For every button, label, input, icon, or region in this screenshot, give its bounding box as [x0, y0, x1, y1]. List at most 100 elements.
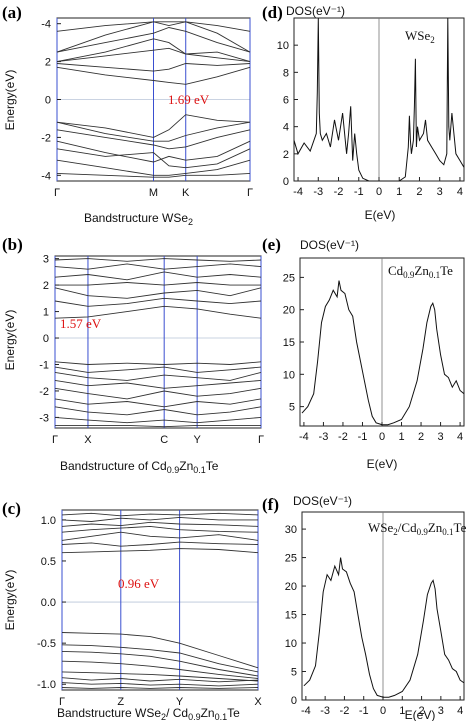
panel-d-xtick-label-6: 2 [416, 186, 422, 198]
panel-a-ytick-label-3: 2 [45, 57, 51, 69]
panel-f-xtick-label-0: -4 [301, 705, 311, 717]
panel-b-band-8 [55, 424, 261, 428]
panel-c-ylabel: Energy(eV) [3, 570, 17, 631]
panel-f-material-sub3: 0.1 [442, 527, 453, 537]
panel-e-xtick-label-7: 3 [438, 431, 444, 443]
panel-a-ytick-label-4: -4 [41, 19, 51, 31]
panel-b-gap-label: 1.57 eV [60, 316, 102, 331]
panel-c-ytick-label-0: -1.0 [37, 679, 56, 691]
panel-d-ytick-label-4: 8 [283, 67, 289, 79]
panel-c-band-10 [61, 531, 259, 541]
panel-c-band-13 [61, 516, 258, 522]
panel-b-ytick-label-1: -2 [39, 386, 49, 398]
panel-b-caption-tail: Te [206, 459, 219, 473]
panel-d-material-main: WSe [405, 28, 431, 43]
panel-b-band-6 [54, 406, 262, 416]
panel-a-caption: Bandstructure WSe2 [84, 211, 193, 227]
panel-a-kpoint-3: Γ [247, 187, 253, 199]
panel-f-material: WSe2/Cd0.9Zn0.1Te [368, 520, 467, 537]
panel-a: (a) Energy(eV) Γ M K Γ-4-202-4 1.69 eV Band… [2, 3, 253, 227]
panel-d-xlabel: E(eV) [365, 208, 396, 222]
panel-e-plot: -4 -3 -2 -1 0 1 2 3 4 5 10 15 20 25 [283, 258, 465, 443]
panel-c-caption-main: Bandstructure WSe [57, 706, 161, 720]
panel-c-kpoint-0: Γ [59, 696, 65, 708]
panel-b-caption-mid: Zn [179, 459, 193, 473]
panel-a-band-8 [56, 63, 251, 72]
panel-a-caption-sub: 2 [188, 217, 193, 227]
panel-e-dos-curve [301, 280, 465, 426]
panel-c-caption-mid: / Cd [166, 706, 188, 720]
panel-a-ytick-label-1: -2 [41, 132, 51, 144]
panel-e-xtick-label-3: -1 [358, 431, 368, 443]
panel-a-band-2 [56, 129, 251, 150]
panel-b-ytick-label-3: 0 [43, 333, 49, 345]
panel-c-caption-mid2: Zn [201, 706, 215, 720]
panel-b-band-2 [54, 371, 262, 381]
panel-b-kpoint-4: Γ [258, 434, 264, 446]
panel-b-band-4 [54, 387, 262, 400]
panel-c-band-0 [61, 632, 259, 669]
panel-a-kpoint-2: K [182, 187, 190, 199]
panel-c-band-5 [61, 677, 259, 683]
panel-c-ytick-label-2: 0.0 [41, 597, 56, 609]
panel-d-material-sub: 2 [430, 35, 435, 45]
panel-d-ytick-label-1: 2 [283, 149, 289, 161]
panel-f-material-sub: 2 [393, 527, 398, 537]
panel-c-band-3 [61, 660, 259, 679]
panel-a-band-9 [56, 47, 251, 63]
panel-b-band-3 [54, 379, 262, 389]
panel-f-material-mid: /Cd [398, 520, 417, 535]
panel-e-ytick-label-0: 5 [289, 402, 295, 414]
panel-d-xtick-label-3: -1 [354, 186, 364, 198]
panel-b-kpoint-2: C [160, 434, 168, 446]
panel-a-band-6 [56, 172, 251, 178]
panel-f-ylabel: DOS(eV⁻¹) [293, 494, 352, 508]
panel-d-xtick-label-0: -4 [293, 186, 303, 198]
panel-a-band-5 [56, 159, 251, 176]
panel-a-gap-label: 1.69 eV [168, 92, 210, 107]
panel-d-xtick-label-4: 0 [376, 186, 382, 198]
panel-a-ylabel: Energy(eV) [3, 70, 17, 131]
panel-e-material: Cd0.9Zn0.1Te [388, 263, 453, 280]
panel-b-ytick-label-4: 1 [43, 307, 49, 319]
panel-f-material-tail: Te [454, 520, 467, 535]
panel-d-ytick-label-0: 0 [283, 176, 289, 188]
panel-b-band-9 [54, 305, 262, 319]
panel-c-kpoint-2: Y [176, 696, 184, 708]
panel-e-label: (e) [262, 235, 281, 254]
panel-a-band-3 [56, 140, 251, 163]
panel-c-caption-sub: 2 [161, 712, 166, 721]
panel-b-band-5 [54, 398, 262, 408]
panel-b-kpoint-1: X [84, 434, 92, 446]
panel-b-caption-sub: 0.9 [167, 465, 180, 475]
panel-c-band-9 [61, 541, 259, 547]
panel-b-caption: Bandstructure of Cd0.9Zn0.1Te [60, 459, 219, 475]
panel-b-band-15 [54, 258, 262, 262]
panel-c-plot: Γ Z Y X -1.0 -0.5 0.0 0.5 1.0 [37, 510, 262, 708]
panel-f-ytick-label-3: 15 [285, 610, 297, 622]
panel-f-plot: -4 -3 -2 -1 0 1 2 3 4 0 5 10 15 20 25 30 [285, 512, 465, 717]
panel-c-band-12 [61, 521, 259, 527]
panel-e-xtick-label-5: 1 [398, 431, 404, 443]
panel-c-kpoint-1: Z [117, 696, 124, 708]
panel-e-ylabel: DOS(eV⁻¹) [300, 238, 359, 252]
panel-b-kpoint-0: Γ [52, 434, 58, 446]
panel-e-material-tail: Te [440, 263, 453, 278]
panel-c-ytick-label-3: 0.5 [41, 556, 56, 568]
panel-a-band-11 [56, 27, 251, 53]
panel-d-ytick-label-3: 6 [283, 95, 289, 107]
panel-e-xtick-label-4: 0 [379, 431, 385, 443]
panel-d-label: (d) [262, 3, 283, 22]
panel-d-dos-curve [293, 17, 465, 182]
panel-d-ylabel: DOS(eV⁻¹) [286, 4, 345, 18]
panel-d-xtick-label-5: 1 [396, 186, 402, 198]
panel-f-xtick-label-4: 0 [380, 705, 386, 717]
panel-e-ytick-label-1: 10 [283, 369, 295, 381]
panel-a-band-4 [56, 148, 251, 169]
panel-c-band-7 [61, 687, 259, 689]
panel-e-xtick-label-8: 4 [457, 431, 463, 443]
panel-c-label: (c) [2, 499, 21, 518]
